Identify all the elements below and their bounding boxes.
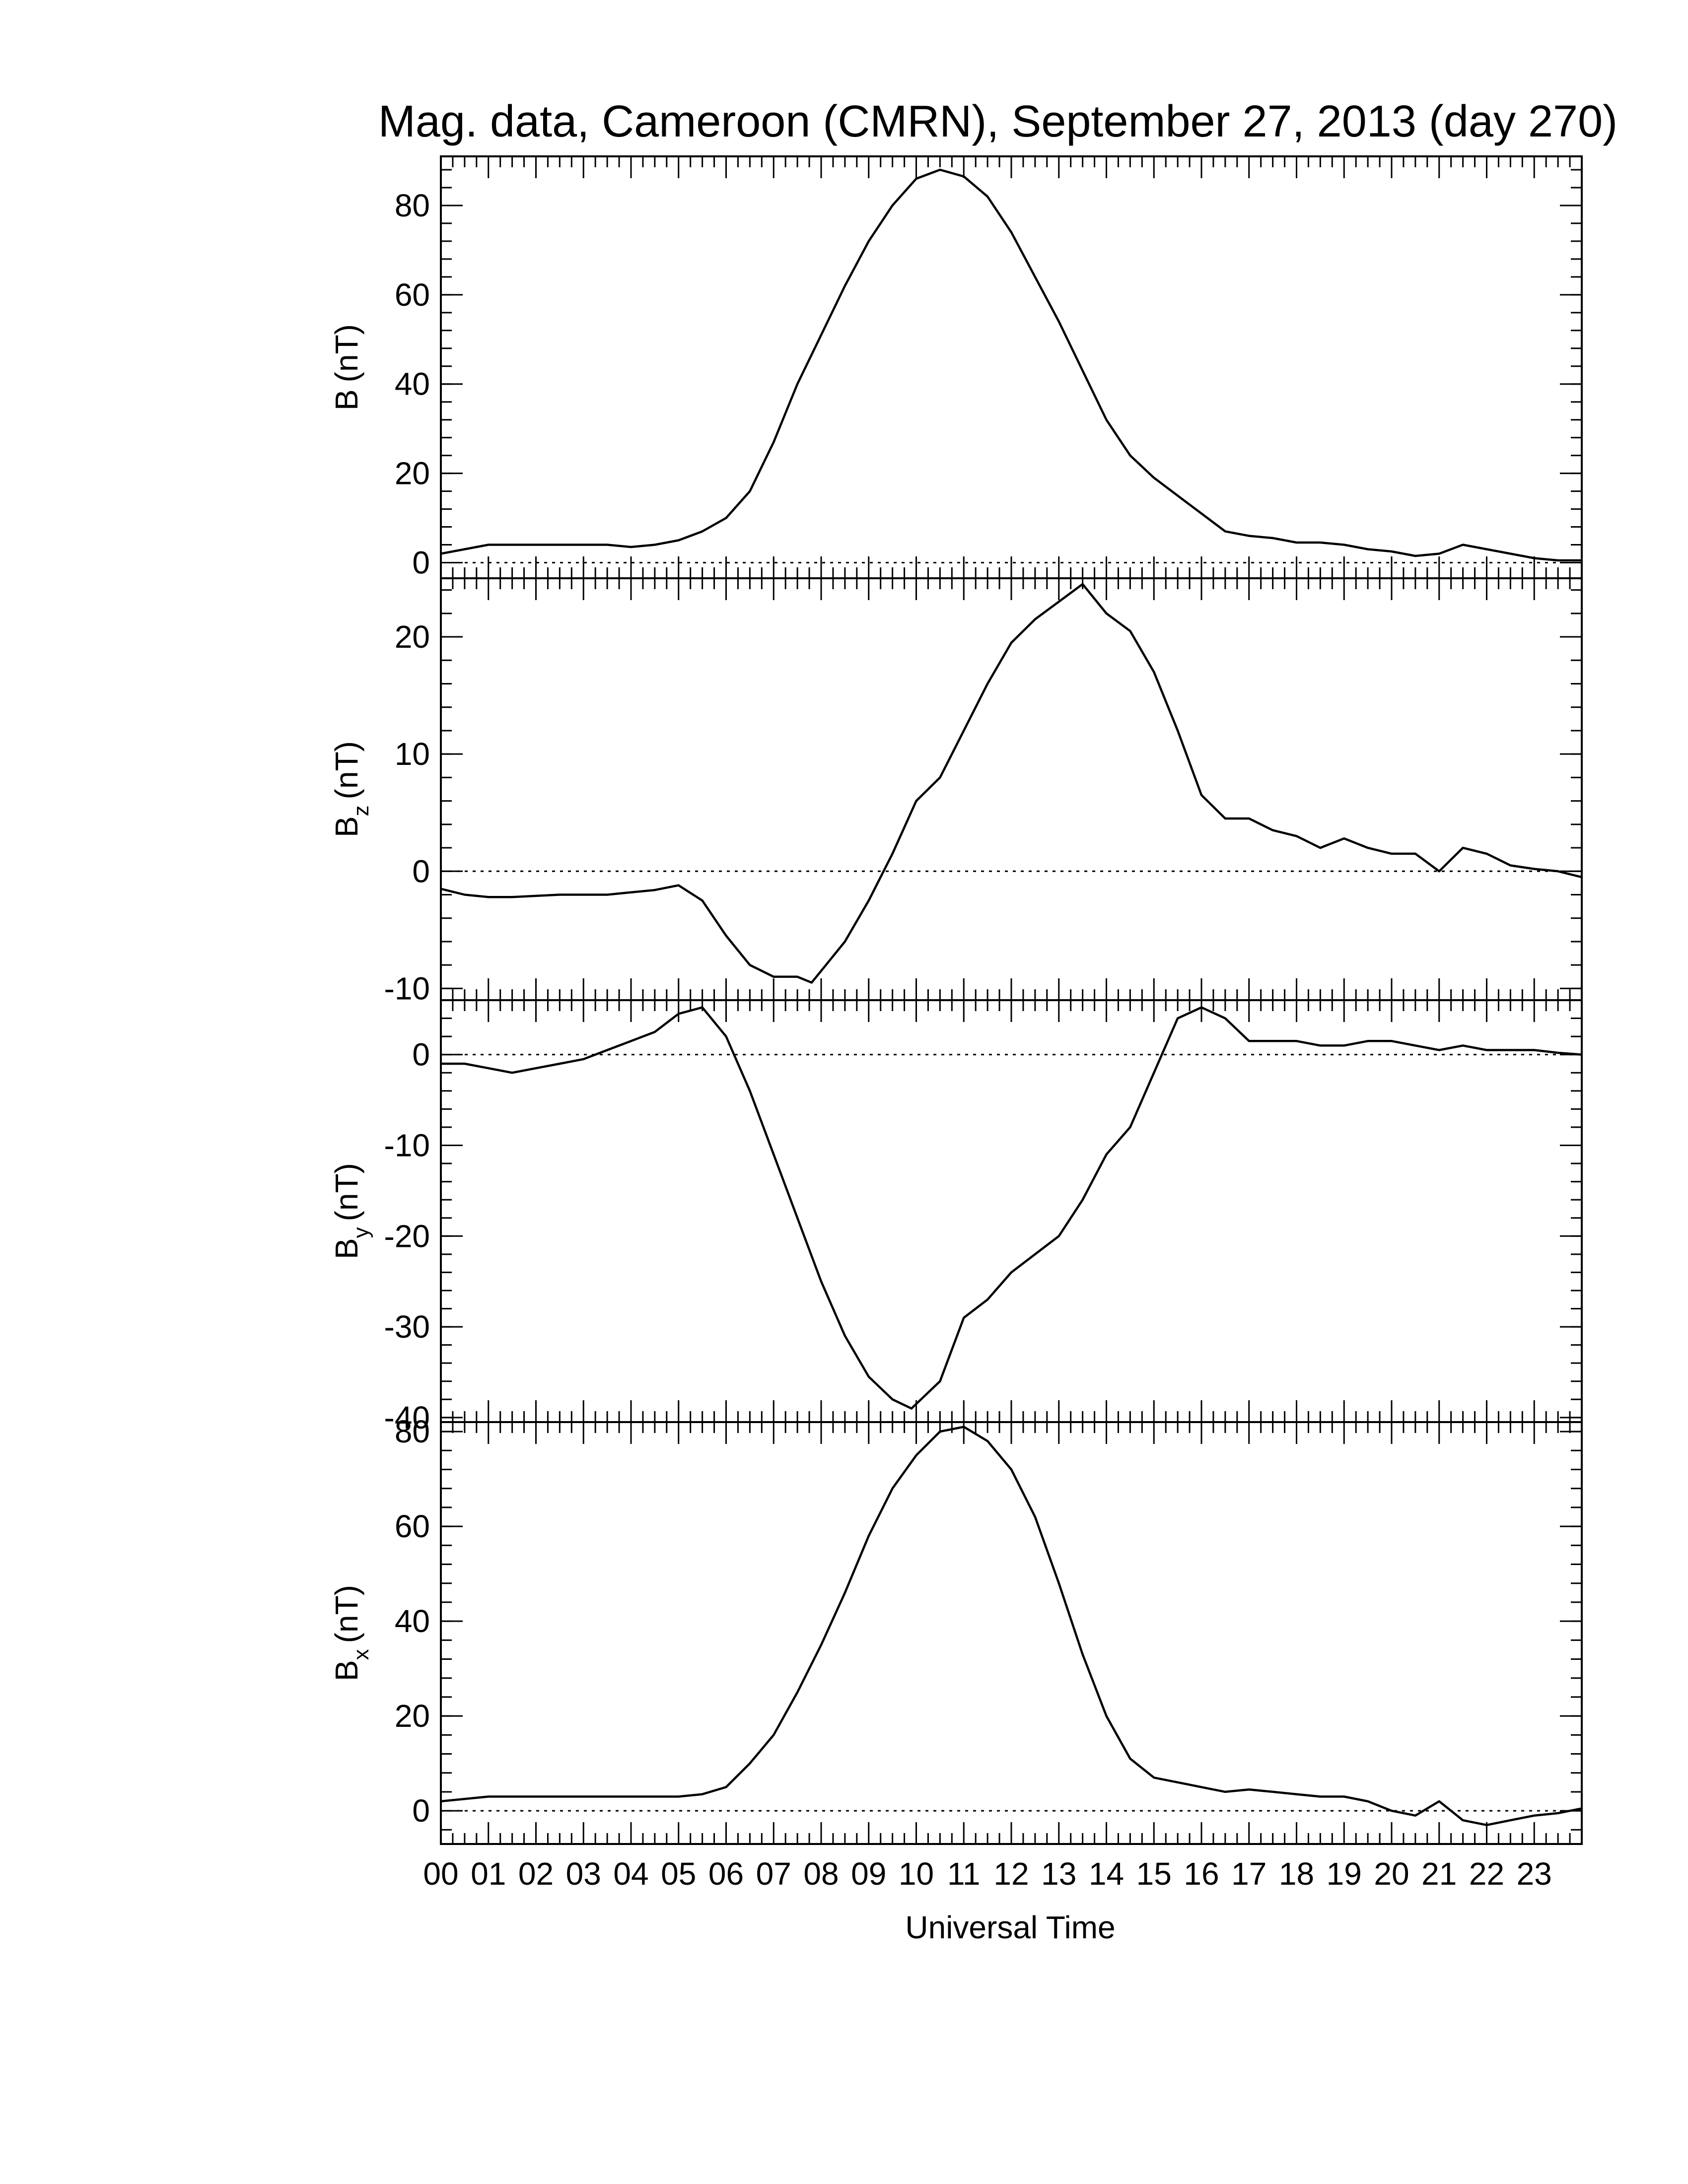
x-tick-label: 03 [566, 1856, 601, 1892]
series-line-By [441, 1006, 1582, 1410]
x-axis: 00 01 02 03 04 05 06 07 08 09 10 11 12 13 14 15 16 17 18 19… [423, 1856, 1551, 1892]
panel-By: -40 -30 -20 -10 0 By (nT) [329, 999, 1583, 1435]
x-tick-label: 04 [613, 1856, 648, 1892]
y-label-main: B [329, 1238, 364, 1259]
panel-B: 0 20 40 60 80 B (nT) [329, 155, 1583, 581]
x-tick-label: 12 [993, 1856, 1029, 1892]
y-tick-label: 10 [395, 736, 430, 772]
x-tick-label: 11 [947, 1856, 980, 1892]
y-tick-label: -20 [384, 1218, 430, 1254]
series-line-Bx [440, 1426, 1582, 1827]
x-tick-label: 18 [1279, 1856, 1314, 1892]
series-line-Bz [440, 583, 1582, 984]
x-tick-label: 09 [851, 1856, 886, 1892]
y-tick-label: 40 [395, 1603, 430, 1639]
y-label-subscript: z [349, 805, 373, 816]
y-tick-label: 60 [395, 1508, 430, 1544]
panel-frame [440, 155, 1583, 579]
x-tick-label: 08 [803, 1856, 839, 1892]
y-axis-label: Bx (nT) [329, 1585, 373, 1681]
y-label-subscript: y [349, 1227, 373, 1238]
x-tick-label: 15 [1136, 1856, 1172, 1892]
y-label-unit: (nT) [329, 1163, 364, 1221]
y-label-unit: (nT) [329, 1585, 364, 1643]
x-tick-label: 07 [756, 1856, 791, 1892]
x-tick-label: 02 [518, 1856, 554, 1892]
x-tick-label: 19 [1327, 1856, 1362, 1892]
y-tick-label: -30 [384, 1309, 430, 1345]
y-tick-label: 20 [395, 456, 430, 491]
y-tick-label: -10 [384, 1127, 430, 1163]
chart-title: Mag. data, Cameroon (CMRN), September 27… [378, 97, 1618, 146]
y-label-unit: (nT) [329, 741, 364, 799]
x-tick-label: 17 [1231, 1856, 1266, 1892]
y-tick-label: 80 [395, 188, 430, 223]
y-label-subscript: x [349, 1649, 373, 1660]
x-tick-label: 13 [1041, 1856, 1076, 1892]
panel-Bz: -10 0 10 20 Bz (nT) [329, 577, 1583, 1006]
y-label-main: B [329, 1660, 364, 1681]
y-tick-label: 60 [395, 277, 430, 313]
y-axis-label: By (nT) [329, 1163, 373, 1259]
x-tick-label: 01 [471, 1856, 506, 1892]
y-tick-label: 0 [412, 545, 430, 581]
panel-Bx: 0 20 40 60 80 Bx (nT) [329, 1414, 1583, 1845]
y-tick-label: 0 [412, 853, 430, 889]
panels: 0 20 40 60 80 B (nT) -10 0 10 20 Bz (nT) -40 -30 -20 -10… [329, 155, 1583, 1845]
x-tick-label: 22 [1469, 1856, 1504, 1892]
y-tick-label: -40 [384, 1400, 430, 1435]
x-tick-label: 06 [708, 1856, 744, 1892]
x-tick-label: 23 [1517, 1856, 1552, 1892]
y-label-main: B [329, 389, 364, 410]
y-label-unit: (nT) [329, 324, 364, 382]
x-tick-label: 14 [1089, 1856, 1124, 1892]
y-tick-label: 20 [395, 619, 430, 655]
panel-frame [440, 999, 1583, 1423]
x-tick-label: 16 [1184, 1856, 1219, 1892]
y-label-main: B [329, 816, 364, 837]
y-tick-label: 0 [412, 1037, 430, 1073]
x-tick-label: 10 [899, 1856, 934, 1892]
x-tick-label: 05 [661, 1856, 696, 1892]
panel-frame [440, 1421, 1583, 1845]
y-tick-label: 20 [395, 1698, 430, 1734]
y-tick-label: 0 [412, 1793, 430, 1829]
y-axis-label: Bz (nT) [329, 741, 373, 837]
series-line-B [440, 168, 1582, 562]
y-axis-label: B (nT) [329, 324, 364, 410]
y-tick-label: -10 [384, 970, 430, 1006]
x-tick-label: 21 [1421, 1856, 1457, 1892]
x-tick-label: 00 [423, 1856, 458, 1892]
x-axis-label: Universal Time [905, 1910, 1115, 1945]
y-tick-label: 80 [395, 1414, 430, 1449]
y-tick-label: 40 [395, 366, 430, 402]
x-tick-label: 20 [1374, 1856, 1409, 1892]
